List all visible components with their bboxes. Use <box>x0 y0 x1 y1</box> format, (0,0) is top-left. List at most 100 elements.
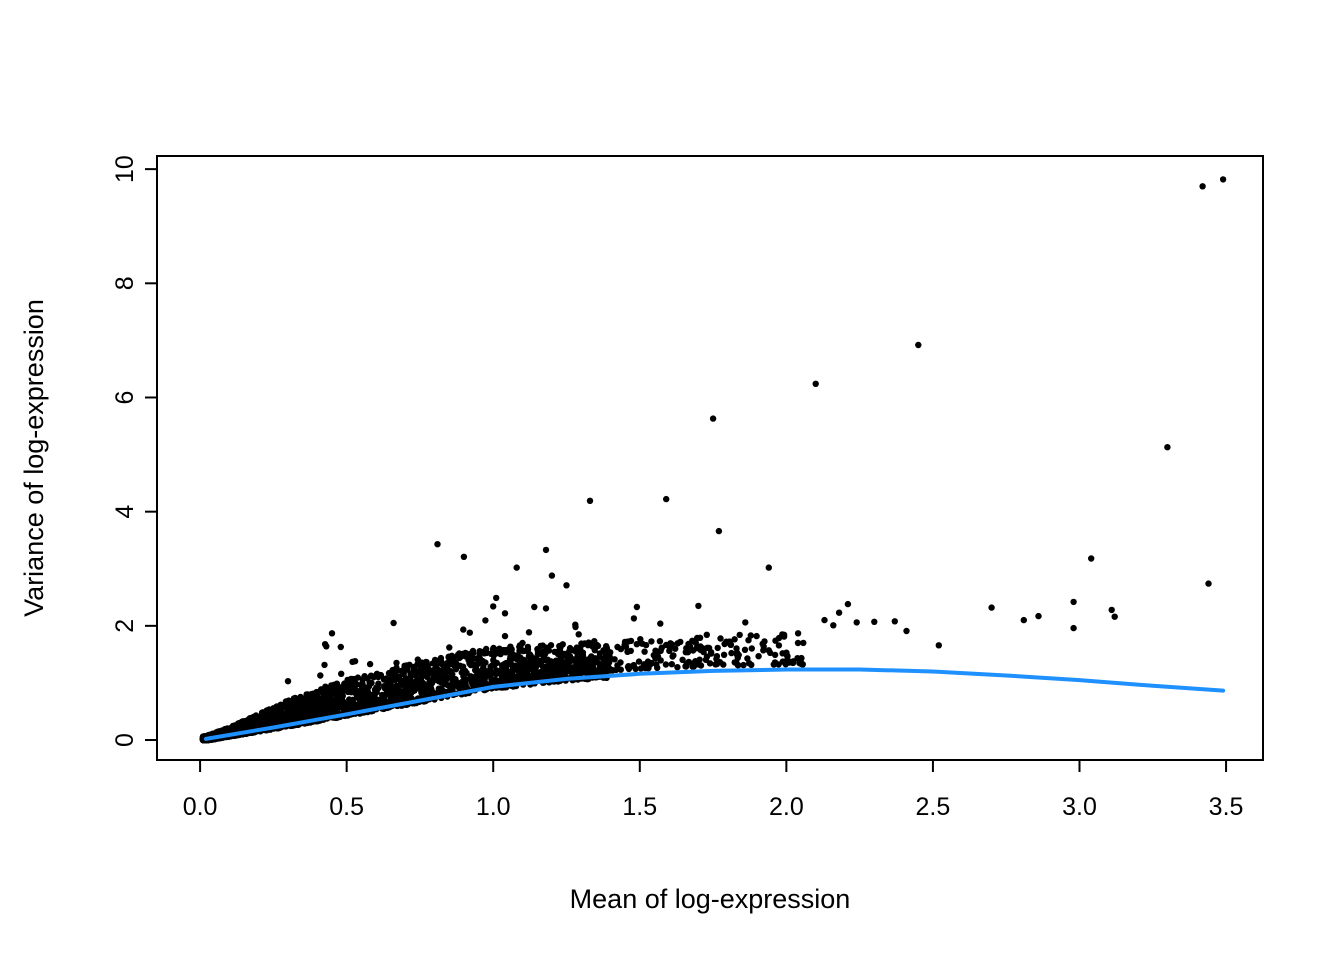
gene-point-outlier <box>501 610 509 617</box>
gene-point <box>340 698 347 705</box>
gene-point-outlier <box>871 618 878 625</box>
gene-point-outlier <box>1219 176 1227 183</box>
gene-point <box>490 644 497 652</box>
gene-point-outlier <box>317 672 324 679</box>
gene-point <box>645 659 653 666</box>
gene-point-outlier <box>572 621 579 628</box>
gene-point <box>352 702 359 709</box>
gene-point <box>473 655 480 662</box>
x-tick-label: 3.5 <box>1209 793 1244 821</box>
gene-point-outlier <box>709 415 717 422</box>
gene-point <box>313 700 321 707</box>
gene-point <box>449 685 456 692</box>
gene-point <box>261 718 269 726</box>
gene-point <box>682 663 689 670</box>
gene-point <box>780 633 788 640</box>
gene-point <box>350 675 358 683</box>
gene-point <box>603 643 610 650</box>
gene-point <box>653 661 660 668</box>
gene-point <box>367 672 375 679</box>
gene-point <box>645 665 652 672</box>
gene-point <box>469 647 477 655</box>
gene-point <box>713 653 721 660</box>
gene-point <box>716 659 724 666</box>
gene-point <box>614 662 621 669</box>
gene-point <box>309 704 316 711</box>
gene-point <box>423 659 430 666</box>
gene-point <box>668 661 675 668</box>
gene-point-outlier <box>1088 555 1095 562</box>
gene-point <box>748 661 755 669</box>
gene-point-outlier <box>563 582 570 589</box>
gene-point <box>554 650 562 658</box>
gene-point <box>735 651 742 659</box>
gene-point <box>398 668 406 675</box>
gene-point <box>375 680 382 687</box>
gene-point <box>679 656 686 663</box>
gene-point <box>322 697 329 704</box>
gene-point <box>280 713 288 721</box>
gene-point <box>373 671 380 678</box>
gene-point <box>513 665 520 672</box>
gene-point-outlier <box>460 553 468 560</box>
gene-point <box>735 662 742 669</box>
gene-point <box>414 675 421 682</box>
gene-point <box>361 693 368 700</box>
gene-point-outlier <box>630 615 638 622</box>
gene-point <box>697 646 704 654</box>
gene-point <box>588 653 595 660</box>
gene-point <box>723 638 730 645</box>
gene-point-outlier <box>1070 624 1077 632</box>
gene-point <box>321 661 328 669</box>
gene-point <box>624 638 632 645</box>
gene-point <box>335 686 342 693</box>
gene-point <box>663 641 670 649</box>
gene-point <box>503 647 511 654</box>
gene-point <box>318 702 326 709</box>
gene-point <box>481 675 488 683</box>
gene-point-outlier <box>663 495 670 503</box>
gene-point <box>789 659 797 666</box>
x-tick-label: 2.0 <box>769 793 804 821</box>
gene-point <box>476 648 483 655</box>
y-tick-label: 6 <box>111 391 139 405</box>
gene-point <box>487 673 494 680</box>
gene-point <box>540 669 548 676</box>
gene-point-outlier <box>715 527 723 535</box>
gene-point <box>656 638 664 645</box>
y-tick-label: 10 <box>111 155 139 183</box>
gene-point <box>308 713 315 720</box>
y-axis-title: Variance of log-expression <box>19 299 49 617</box>
gene-point <box>452 676 459 683</box>
variance-trend-curve <box>204 667 1226 741</box>
gene-point-outlier <box>393 659 400 667</box>
gene-point <box>418 684 426 691</box>
gene-point <box>294 699 302 706</box>
gene-point-outlier <box>513 564 520 571</box>
gene-point <box>696 634 704 641</box>
gene-point-outlier <box>830 622 837 629</box>
gene-point <box>493 649 500 657</box>
gene-point <box>262 709 270 716</box>
gene-point <box>307 697 314 705</box>
gene-point <box>596 664 604 671</box>
gene-point <box>656 648 663 655</box>
gene-point <box>401 688 408 695</box>
gene-point <box>562 661 569 668</box>
gene-point-outlier <box>434 541 441 548</box>
gene-point-outlier <box>835 609 843 616</box>
gene-point <box>395 675 402 682</box>
gene-point <box>304 691 311 698</box>
gene-point <box>500 677 507 684</box>
y-tick-label: 0 <box>111 733 139 747</box>
gene-point-outlier <box>853 619 860 626</box>
gene-point-outlier <box>742 619 749 626</box>
gene-point <box>542 605 550 612</box>
gene-point-outlier <box>446 644 453 651</box>
gene-point <box>507 653 514 660</box>
gene-point-outlier <box>366 660 374 668</box>
gene-point <box>706 660 714 667</box>
gene-point <box>478 671 485 678</box>
gene-point-outlier <box>812 380 819 387</box>
gene-point <box>624 663 632 671</box>
